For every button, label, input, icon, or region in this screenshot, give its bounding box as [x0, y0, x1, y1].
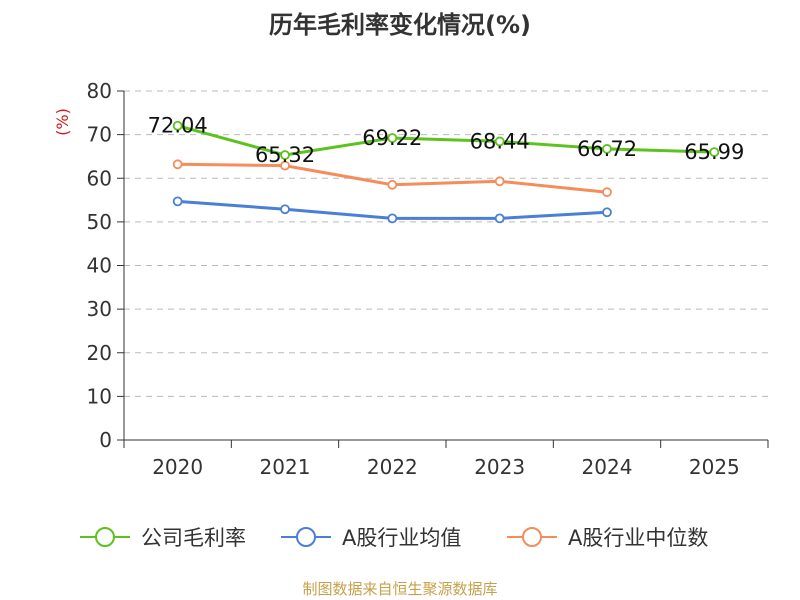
axes: 0 10 20 30 40 50 60 70 80 2020 2021 2022 2023 2024 202…: [53, 79, 769, 479]
x-tick-label: 2020: [152, 455, 203, 479]
data-point-industry_median: [172, 159, 183, 170]
y-tick-label: 30: [87, 297, 112, 321]
x-tick-label: 2025: [689, 455, 740, 479]
y-tick-label: 0: [99, 428, 112, 452]
legend-swatch-marker: [296, 527, 316, 547]
data-label: 66.72: [577, 137, 637, 161]
legend-label: A股行业均值: [342, 526, 461, 550]
series-line-company: [177, 124, 715, 157]
y-tick-label: 10: [87, 384, 112, 408]
y-tick-label: 40: [87, 254, 112, 278]
data-point-industry_median: [387, 179, 398, 190]
x-tick-label: 2021: [260, 455, 311, 479]
x-tick-label: 2024: [582, 455, 633, 479]
data-label: 68.44: [470, 129, 530, 153]
source-footer: 制图数据来自恒生聚源数据库: [302, 580, 498, 598]
data-point-industry_avg: [172, 196, 183, 207]
data-point-company: [602, 144, 612, 154]
data-point-industry_median: [602, 187, 612, 198]
data-point-industry_avg: [494, 213, 505, 224]
data-point-company: [280, 150, 290, 160]
y-tick-label: 20: [87, 341, 112, 365]
data-labels: 72.04 65.32 69.22 68.44 66.72 65.99: [148, 114, 745, 167]
data-label: 65.99: [684, 140, 744, 164]
y-tick-label: 70: [87, 123, 112, 147]
data-point-industry_avg: [280, 204, 290, 215]
legend: 公司毛利率 A股行业均值 A股行业中位数: [80, 526, 708, 550]
series-lines: [172, 120, 720, 224]
legend-label: 公司毛利率: [141, 526, 246, 550]
y-tick-label: 60: [87, 166, 112, 190]
data-point-industry_avg: [387, 213, 398, 224]
data-point-industry_avg: [602, 207, 612, 218]
legend-swatch-marker: [522, 527, 542, 547]
data-label: 69.22: [362, 126, 422, 150]
legend-label: A股行业中位数: [568, 526, 708, 550]
data-point-company: [172, 120, 183, 131]
grid-lines: [124, 90, 768, 397]
data-point-company: [494, 136, 505, 147]
y-tick-label: 50: [87, 210, 112, 234]
data-point-industry_median: [494, 176, 505, 187]
y-tick-label: 80: [87, 79, 112, 103]
legend-swatch-marker: [95, 527, 115, 547]
chart-title: 历年毛利率变化情况(%): [269, 11, 531, 39]
data-label: 65.32: [255, 143, 315, 167]
y-axis-label: (%): [53, 108, 72, 136]
x-tick-label: 2023: [474, 455, 525, 479]
data-label: 72.04: [148, 114, 208, 138]
data-point-company: [387, 133, 398, 143]
x-tick-label: 2022: [367, 455, 418, 479]
data-point-company: [709, 147, 720, 158]
data-point-industry_median: [280, 160, 290, 171]
